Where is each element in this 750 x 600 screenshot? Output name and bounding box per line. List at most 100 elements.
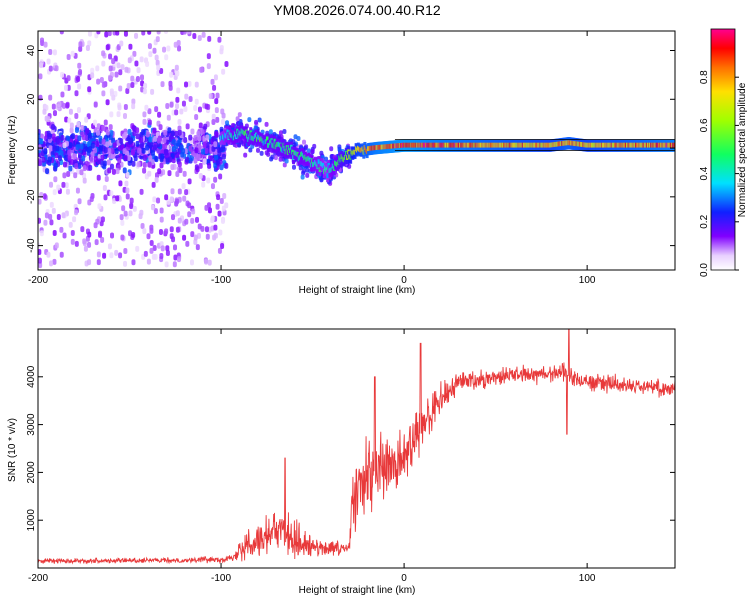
halo-blob	[300, 174, 305, 180]
noise-blob	[154, 106, 159, 113]
noise-blob	[187, 80, 192, 87]
ridge-core	[317, 159, 320, 165]
noise-blob	[150, 88, 155, 95]
noise-blob	[87, 231, 92, 238]
noise-blob	[159, 207, 164, 214]
noise-blob	[197, 135, 202, 142]
noise-blob	[164, 194, 169, 201]
noise-blob	[215, 116, 220, 123]
noise-blob	[112, 198, 117, 205]
noise-blob	[38, 133, 41, 140]
noise-blob	[188, 95, 193, 102]
noise-blob	[180, 151, 185, 158]
noise-blob	[152, 47, 157, 54]
noise-blob	[71, 133, 76, 140]
noise-blob	[164, 228, 169, 235]
noise-blob	[97, 203, 102, 210]
noise-blob	[93, 222, 98, 229]
noise-blob	[70, 159, 75, 166]
noise-blob	[48, 94, 53, 101]
noise-blob	[145, 61, 150, 68]
noise-blob	[184, 81, 189, 88]
halo-blob	[256, 147, 261, 153]
x-tick-label: -100	[211, 275, 231, 286]
noise-blob	[79, 143, 84, 150]
noise-blob	[84, 116, 89, 123]
halo-blob	[237, 142, 242, 148]
noise-blob	[118, 85, 123, 92]
noise-blob	[66, 136, 71, 143]
noise-blob	[199, 66, 204, 73]
noise-blob	[158, 124, 163, 131]
halo-blob	[276, 151, 281, 157]
noise-blob	[213, 154, 218, 161]
noise-blob	[68, 165, 73, 172]
colorbar-frame	[710, 28, 736, 271]
noise-blob	[217, 210, 222, 217]
noise-blob	[167, 170, 172, 177]
noise-blob	[87, 86, 92, 93]
noise-blob	[128, 210, 133, 217]
noise-blob	[48, 145, 53, 152]
snr-chart: -200 -100 0 100 1000 2000 3000 4000 Height of …	[7, 328, 676, 596]
noise-blob	[213, 232, 218, 239]
noise-blob	[169, 226, 174, 233]
noise-blob	[125, 193, 130, 200]
noise-blob	[182, 234, 187, 241]
noise-blob	[125, 88, 130, 95]
noise-blob	[146, 258, 151, 265]
noise-blob	[217, 247, 222, 254]
noise-blob	[123, 154, 128, 161]
noise-blob	[134, 60, 139, 67]
noise-blob	[109, 90, 114, 97]
noise-blob	[79, 169, 84, 176]
noise-blob	[131, 160, 136, 167]
snr-marks	[38, 329, 675, 565]
noise-blob	[82, 238, 87, 245]
noise-blob	[100, 216, 105, 223]
snr-x-label: Height of straight line (km)	[299, 585, 416, 596]
noise-blob	[153, 135, 158, 142]
spectrogram-x-label: Height of straight line (km)	[299, 285, 416, 296]
x-tick-label: -100	[211, 573, 231, 584]
noise-blob	[189, 259, 194, 266]
noise-blob	[85, 145, 90, 152]
noise-blob	[205, 233, 210, 240]
noise-blob	[196, 232, 201, 239]
noise-blob	[173, 244, 178, 251]
noise-blob	[163, 31, 168, 35]
noise-blob	[142, 118, 147, 125]
noise-blob	[116, 62, 121, 69]
colorbar-tick-label: 0.8	[699, 70, 710, 84]
noise-blob	[62, 172, 67, 179]
noise-blob	[74, 209, 79, 216]
noise-blob	[96, 31, 101, 35]
noise-blob	[136, 161, 141, 168]
noise-blob	[181, 183, 186, 190]
halo-blob	[305, 172, 310, 178]
noise-blob	[44, 212, 49, 219]
halo-blob	[282, 162, 287, 168]
noise-blob	[51, 123, 56, 130]
noise-blob	[93, 101, 98, 108]
noise-blob	[134, 32, 139, 39]
noise-blob	[194, 98, 199, 105]
noise-blob	[118, 252, 123, 259]
noise-blob	[101, 90, 106, 97]
noise-blob	[123, 103, 128, 110]
noise-blob	[215, 92, 220, 99]
noise-blob	[190, 128, 195, 135]
figure-title: YM08.2026.074.00.40.R12	[273, 2, 441, 18]
noise-blob	[65, 188, 70, 195]
noise-blob	[120, 64, 125, 71]
halo-blob	[235, 116, 240, 122]
noise-blob	[51, 103, 56, 110]
noise-blob	[89, 156, 94, 163]
noise-blob	[40, 37, 45, 44]
noise-blob	[65, 102, 70, 109]
spectrogram-frame	[37, 30, 676, 271]
halo-blob	[302, 139, 307, 145]
noise-blob	[131, 232, 136, 239]
noise-blob	[147, 108, 152, 115]
